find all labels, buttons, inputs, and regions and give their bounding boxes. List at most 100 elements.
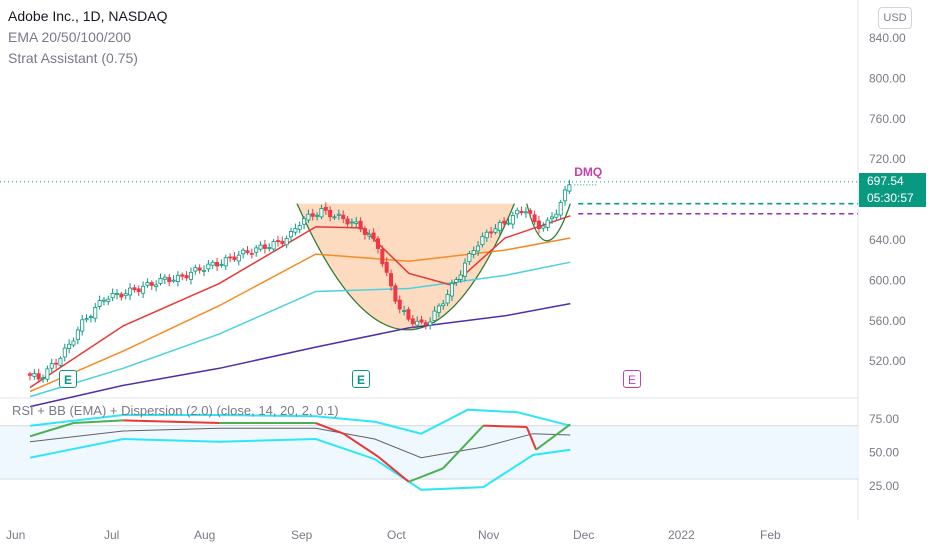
candle-up xyxy=(541,225,546,229)
ema100-line xyxy=(29,261,571,398)
candle-down xyxy=(489,231,494,234)
candle-down xyxy=(149,282,154,286)
candle-up xyxy=(84,318,89,321)
candle-down xyxy=(345,218,350,225)
candle-up xyxy=(449,282,454,297)
x-tick-label: Nov xyxy=(478,528,499,542)
candle-up xyxy=(402,310,407,312)
candle-up xyxy=(415,320,420,326)
candle-up xyxy=(32,373,37,377)
candle-down xyxy=(132,287,137,291)
candle-up xyxy=(510,215,515,225)
candle-up xyxy=(267,247,272,249)
candle-up xyxy=(454,279,459,283)
strat-assistant-label[interactable]: Strat Assistant (0.75) xyxy=(8,50,138,66)
candle-up xyxy=(354,221,359,224)
bb-upper-line xyxy=(29,408,571,435)
candle-down xyxy=(184,275,189,279)
candle-down xyxy=(280,241,285,244)
candle-up xyxy=(367,233,372,237)
candle-up xyxy=(523,211,528,214)
oscillator-title[interactable]: RSI + BB (EMA) + Dispersion (2.0) (close… xyxy=(12,403,339,418)
candle-up xyxy=(101,299,106,302)
candle-up xyxy=(45,368,50,380)
candle-down xyxy=(380,248,385,265)
currency-button[interactable]: USD xyxy=(878,7,912,29)
candle-up xyxy=(193,267,198,272)
last-price-tag: 697.54 xyxy=(859,173,926,190)
candle-up xyxy=(97,300,102,307)
osc-y-tick-label: 75.00 xyxy=(869,412,899,426)
rsi-line-segment xyxy=(483,424,527,429)
earnings-marker[interactable]: E xyxy=(352,370,370,388)
candle-up xyxy=(441,303,446,307)
candle-up xyxy=(288,231,293,238)
candle-up xyxy=(332,216,337,219)
candle-up xyxy=(471,250,476,255)
candle-up xyxy=(210,261,215,266)
candle-down xyxy=(358,220,363,230)
rsi-line-segment xyxy=(29,422,74,438)
y-tick-label: 840.00 xyxy=(869,31,906,45)
candle-up xyxy=(115,293,120,295)
candle-up xyxy=(219,263,224,266)
candle-up xyxy=(476,245,481,252)
candle-down xyxy=(419,319,424,323)
earnings-marker[interactable]: E xyxy=(59,370,77,388)
y-tick-label: 520.00 xyxy=(869,354,906,368)
candle-up xyxy=(554,213,559,218)
rsi-line-segment xyxy=(442,424,485,470)
osc-y-tick-label: 25.00 xyxy=(869,479,899,493)
candle-up xyxy=(128,287,133,296)
rsi-line-segment xyxy=(315,422,344,435)
cup-curve xyxy=(296,203,515,331)
candle-up xyxy=(171,279,176,282)
candle-down xyxy=(275,240,280,243)
candle-up xyxy=(284,238,289,246)
x-tick-label: Oct xyxy=(387,528,406,542)
candle-down xyxy=(341,214,346,220)
y-tick-label: 560.00 xyxy=(869,314,906,328)
candle-up xyxy=(484,231,489,239)
candle-up xyxy=(436,305,441,313)
y-tick-label: 800.00 xyxy=(869,71,906,85)
candle-down xyxy=(310,213,315,217)
x-tick-label: 2022 xyxy=(668,528,695,542)
candle-down xyxy=(245,250,250,254)
bb-basis-line xyxy=(29,427,571,459)
candle-up xyxy=(49,363,54,369)
earnings-marker-upcoming[interactable]: E xyxy=(623,370,641,388)
candle-down xyxy=(410,318,415,325)
candle-up xyxy=(515,209,520,215)
candle-down xyxy=(262,244,267,249)
candle-up xyxy=(67,343,72,349)
x-tick-label: Dec xyxy=(573,528,594,542)
y-tick-label: 760.00 xyxy=(869,112,906,126)
candle-up xyxy=(293,228,298,233)
candle-down xyxy=(36,373,41,380)
candle-down xyxy=(389,273,394,287)
x-tick-label: Aug xyxy=(194,528,215,542)
candle-up xyxy=(154,284,159,287)
candle-down xyxy=(393,285,398,302)
x-tick-label: Feb xyxy=(760,528,781,542)
candle-up xyxy=(349,221,354,224)
candle-up xyxy=(545,219,550,228)
candle-down xyxy=(532,214,537,223)
osc-y-tick-label: 50.00 xyxy=(869,445,899,459)
ema50-line xyxy=(29,237,571,393)
bb-lower-line xyxy=(29,437,571,491)
candle-up xyxy=(480,235,485,246)
symbol-title[interactable]: Adobe Inc., 1D, NASDAQ xyxy=(8,8,168,24)
candle-up xyxy=(206,263,211,270)
candle-up xyxy=(162,276,167,280)
candle-down xyxy=(519,210,524,214)
candle-up xyxy=(271,241,276,250)
rsi-line-segment xyxy=(73,419,124,425)
ema-indicator-label[interactable]: EMA 20/50/100/200 xyxy=(8,29,131,45)
candle-down xyxy=(215,262,220,267)
candle-up xyxy=(254,247,259,253)
rsi-band-fill xyxy=(0,425,858,480)
